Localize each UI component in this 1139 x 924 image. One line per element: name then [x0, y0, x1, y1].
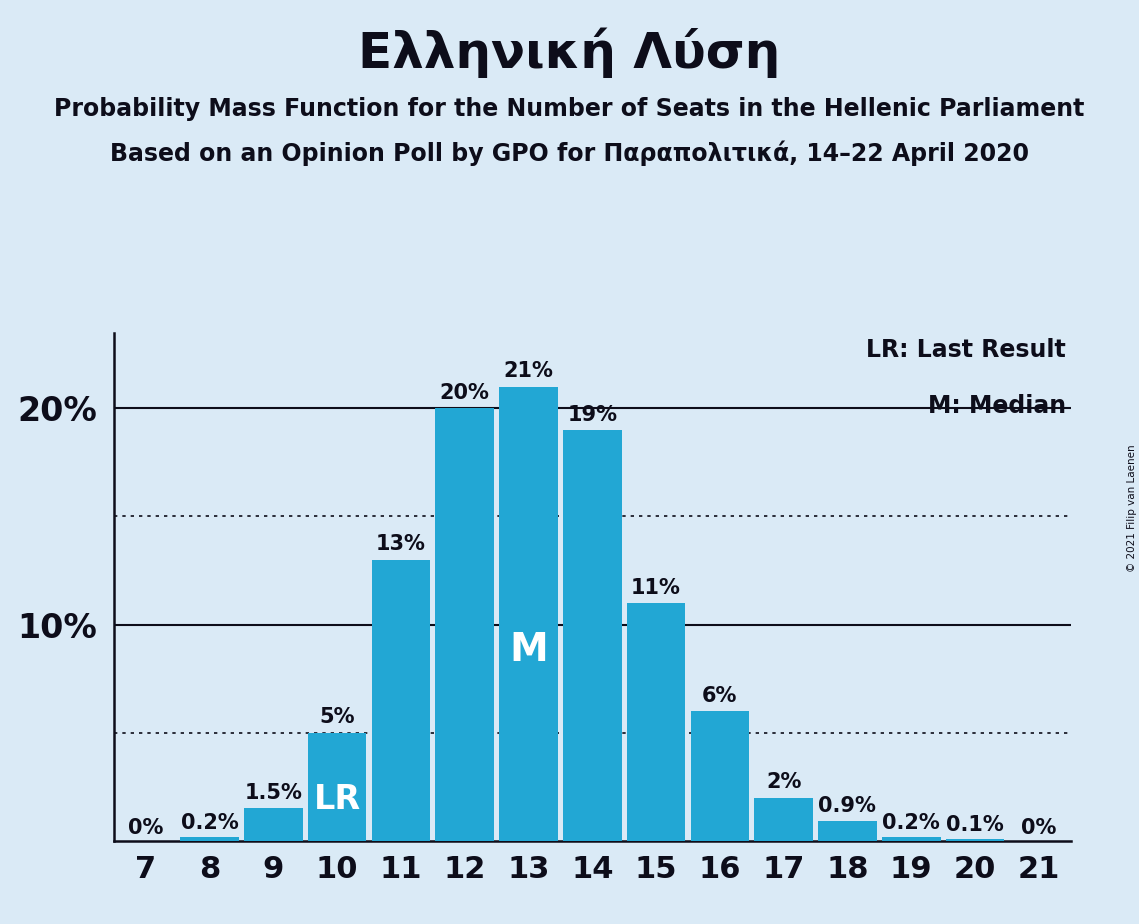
Text: 2%: 2% — [765, 772, 802, 792]
Bar — [754, 797, 813, 841]
Text: Ελληνική Λύση: Ελληνική Λύση — [359, 28, 780, 79]
Text: 0%: 0% — [128, 818, 164, 837]
Text: 19%: 19% — [567, 405, 617, 424]
Bar — [945, 839, 1005, 841]
Text: 0%: 0% — [1021, 818, 1057, 837]
Text: 11%: 11% — [631, 578, 681, 598]
Text: © 2021 Filip van Laenen: © 2021 Filip van Laenen — [1126, 444, 1137, 572]
Bar — [882, 836, 941, 841]
Text: LR: LR — [313, 784, 361, 816]
Text: 1.5%: 1.5% — [245, 783, 302, 803]
Text: 6%: 6% — [702, 686, 738, 706]
Bar — [818, 821, 877, 841]
Bar — [690, 711, 749, 841]
Bar — [499, 387, 558, 841]
Bar — [626, 603, 686, 841]
Text: 5%: 5% — [319, 707, 355, 727]
Text: Probability Mass Function for the Number of Seats in the Hellenic Parliament: Probability Mass Function for the Number… — [55, 97, 1084, 121]
Text: 20%: 20% — [440, 383, 490, 403]
Text: 0.1%: 0.1% — [947, 816, 1003, 835]
Text: 0.2%: 0.2% — [181, 813, 238, 833]
Bar — [435, 408, 494, 841]
Text: LR: Last Result: LR: Last Result — [866, 337, 1066, 361]
Bar — [180, 836, 239, 841]
Text: 0.2%: 0.2% — [883, 813, 940, 833]
Text: 0.9%: 0.9% — [819, 796, 876, 816]
Text: 21%: 21% — [503, 361, 554, 382]
Text: 13%: 13% — [376, 534, 426, 554]
Bar — [371, 560, 431, 841]
Bar — [244, 808, 303, 841]
Text: M: M — [509, 631, 548, 669]
Bar — [308, 733, 367, 841]
Bar — [563, 430, 622, 841]
Text: M: Median: M: Median — [928, 394, 1066, 418]
Text: Based on an Opinion Poll by GPO for Παραπολιτικά, 14–22 April 2020: Based on an Opinion Poll by GPO for Παρα… — [110, 140, 1029, 166]
